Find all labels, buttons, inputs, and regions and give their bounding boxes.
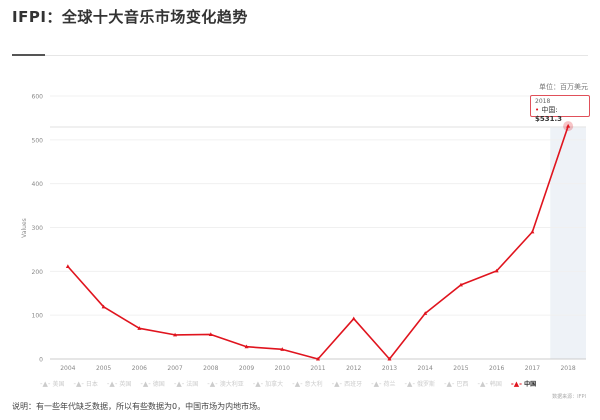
tooltip-year: 2018 bbox=[535, 98, 551, 105]
x-tick-label: 2016 bbox=[489, 365, 504, 372]
data-point bbox=[173, 332, 178, 337]
legend-label: 德国 bbox=[152, 381, 165, 388]
x-tick-label: 2011 bbox=[310, 365, 325, 372]
legend-marker-icon: -▲- bbox=[40, 379, 51, 388]
y-axis-label: Values bbox=[21, 218, 28, 238]
legend-marker-icon: -▲- bbox=[510, 379, 523, 388]
series-dot-icon: • bbox=[535, 106, 540, 114]
y-tick-label: 200 bbox=[32, 269, 44, 276]
y-tick-label: 600 bbox=[32, 94, 44, 101]
legend-marker-icon: -▲- bbox=[207, 379, 218, 388]
data-point bbox=[244, 344, 249, 349]
legend-label: 巴西 bbox=[456, 381, 469, 388]
legend-item[interactable]: -▲- 加拿大 bbox=[252, 379, 284, 389]
x-tick-label: 2012 bbox=[346, 365, 361, 372]
tooltip: 2018 • 中国: $531.3 bbox=[530, 95, 590, 123]
highlight-band bbox=[550, 127, 586, 359]
legend-marker-icon: -▲- bbox=[73, 379, 84, 388]
series-line-china bbox=[67, 125, 569, 360]
x-tick-label: 2017 bbox=[525, 365, 540, 372]
x-tick-label: 2014 bbox=[418, 365, 433, 372]
legend-label: 俄罗斯 bbox=[416, 381, 435, 388]
x-tick-label: 2008 bbox=[203, 365, 218, 372]
legend-marker-icon: -▲- bbox=[371, 379, 382, 388]
data-point bbox=[316, 356, 320, 361]
legend-item[interactable]: -▲- 俄罗斯 bbox=[404, 379, 435, 389]
x-tick-label: 2013 bbox=[382, 365, 397, 372]
y-tick-label: 100 bbox=[32, 313, 44, 320]
data-point bbox=[566, 123, 571, 128]
legend-marker-icon: -▲- bbox=[292, 379, 303, 388]
data-point bbox=[280, 347, 285, 351]
legend-item[interactable]: -▲- 西班牙 bbox=[331, 379, 363, 389]
y-tick-label: 0 bbox=[39, 357, 43, 364]
legend-label: 韩国 bbox=[489, 381, 502, 388]
tooltip-value: 531.3 bbox=[539, 115, 563, 123]
tooltip-value-row: • 中国: $531.3 bbox=[535, 106, 563, 123]
legend-item[interactable]: -▲- 美国 bbox=[40, 379, 65, 389]
y-tick-label: 400 bbox=[32, 181, 44, 188]
legend-item[interactable]: -▲- 韩国 bbox=[477, 379, 502, 389]
legend-item[interactable]: -▲- 中国 bbox=[510, 379, 537, 389]
legend-label: 美国 bbox=[52, 381, 65, 388]
x-tick-label: 2009 bbox=[239, 365, 254, 372]
legend: -▲- 美国 -▲- 日本 -▲- 英国 -▲- 德国 -▲- 法国 -▲- 澳大利亚 -▲- 加拿大 -▲… bbox=[40, 379, 570, 389]
data-point bbox=[137, 326, 142, 330]
legend-item[interactable]: -▲- 澳大利亚 bbox=[207, 379, 244, 389]
legend-label: 英国 bbox=[119, 381, 132, 388]
data-point bbox=[101, 304, 106, 309]
x-tick-label: 2007 bbox=[167, 365, 182, 372]
legend-label: 荷兰 bbox=[383, 381, 396, 388]
legend-label: 澳大利亚 bbox=[219, 381, 244, 388]
legend-marker-icon: -▲- bbox=[252, 379, 264, 388]
legend-item[interactable]: -▲- 巴西 bbox=[443, 379, 469, 389]
x-tick-label: 2015 bbox=[453, 365, 468, 372]
data-point bbox=[423, 311, 428, 315]
legend-label: 日本 bbox=[85, 381, 98, 388]
data-point bbox=[458, 282, 463, 287]
unit-label: 单位：百万美元 bbox=[539, 83, 588, 91]
x-tick-label: 2005 bbox=[96, 365, 111, 372]
y-tick-label: 500 bbox=[32, 137, 44, 144]
data-point bbox=[387, 356, 392, 361]
legend-item[interactable]: -▲- 英国 bbox=[106, 379, 132, 389]
legend-label: 西班牙 bbox=[344, 381, 363, 388]
tooltip-series: 中国 bbox=[541, 106, 556, 114]
x-tick-label: 2004 bbox=[60, 365, 75, 372]
x-tick-label: 2018 bbox=[560, 365, 575, 372]
legend-marker-icon: -▲- bbox=[140, 379, 151, 388]
title-divider bbox=[12, 55, 588, 56]
x-tick-label: 2006 bbox=[132, 365, 147, 372]
legend-marker-icon: -▲- bbox=[106, 379, 118, 388]
legend-item[interactable]: -▲- 德国 bbox=[140, 379, 165, 389]
x-tick-label: 2010 bbox=[275, 365, 290, 372]
legend-label: 加拿大 bbox=[265, 381, 284, 388]
page-title: IFPI：全球十大音乐市场变化趋势 bbox=[12, 8, 248, 26]
legend-marker-icon: -▲- bbox=[477, 379, 488, 388]
legend-item[interactable]: -▲- 意大利 bbox=[292, 379, 323, 389]
legend-marker-icon: -▲- bbox=[404, 379, 415, 388]
source-label: 数据来源：IFPI bbox=[552, 394, 586, 400]
data-point bbox=[208, 332, 213, 336]
data-point bbox=[65, 264, 70, 269]
legend-item[interactable]: -▲- 日本 bbox=[73, 379, 98, 389]
legend-marker-icon: -▲- bbox=[173, 379, 185, 388]
legend-label: 中国 bbox=[524, 381, 537, 388]
data-point bbox=[351, 316, 356, 321]
legend-item[interactable]: -▲- 法国 bbox=[173, 379, 199, 389]
legend-marker-icon: -▲- bbox=[443, 379, 455, 388]
legend-item[interactable]: -▲- 荷兰 bbox=[371, 379, 396, 389]
footnote: 说明：有一些年代缺乏数据，所以有些数据为0，中国市场为内地市场。 bbox=[12, 402, 266, 411]
legend-label: 法国 bbox=[186, 381, 199, 388]
data-point bbox=[494, 268, 499, 273]
y-tick-label: 300 bbox=[32, 225, 44, 232]
title-divider-accent bbox=[12, 54, 45, 56]
legend-marker-icon: -▲- bbox=[331, 379, 343, 388]
data-point bbox=[530, 229, 535, 234]
legend-label: 意大利 bbox=[304, 381, 323, 388]
